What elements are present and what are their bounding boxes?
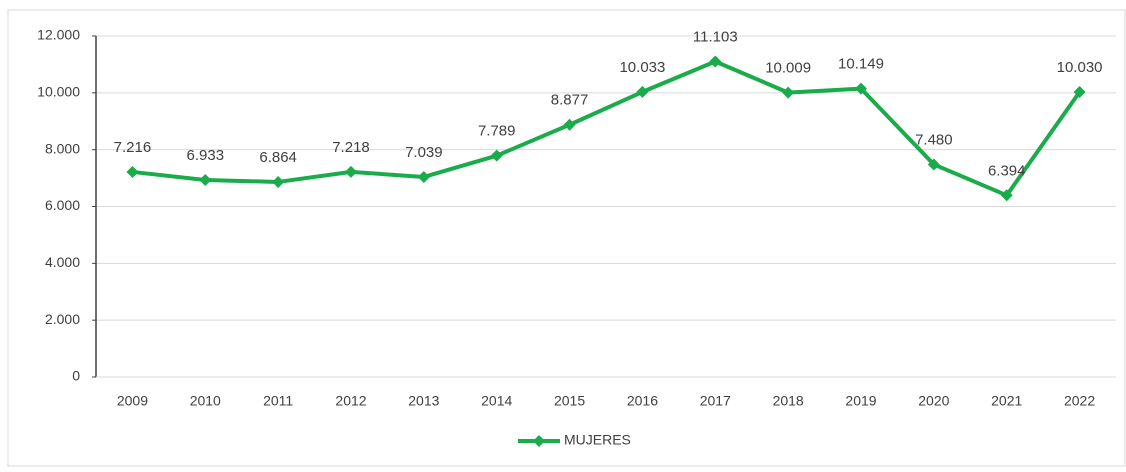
y-tick-label: 2.000 bbox=[45, 311, 80, 327]
marker bbox=[126, 165, 139, 178]
x-tick-label: 2019 bbox=[845, 393, 876, 409]
data-label: 6.394 bbox=[988, 162, 1026, 179]
x-tick-label: 2018 bbox=[773, 393, 804, 409]
data-label: 7.216 bbox=[114, 139, 152, 156]
y-tick-label: 0 bbox=[72, 368, 80, 384]
data-label: 11.103 bbox=[693, 28, 738, 45]
x-tick-label: 2012 bbox=[335, 393, 366, 409]
data-label: 6.864 bbox=[259, 149, 297, 166]
y-tick-label: 10.000 bbox=[37, 84, 80, 100]
data-label: 10.033 bbox=[619, 59, 665, 76]
legend-label: MUJERES bbox=[564, 432, 631, 448]
data-label: 10.030 bbox=[1057, 59, 1103, 76]
data-label: 7.039 bbox=[405, 144, 443, 161]
data-label: 10.149 bbox=[838, 56, 884, 73]
x-tick-label: 2009 bbox=[117, 393, 148, 409]
x-tick-label: 2010 bbox=[190, 393, 221, 409]
y-tick-label: 8.000 bbox=[45, 140, 80, 156]
marker bbox=[563, 118, 576, 131]
x-tick-label: 2017 bbox=[700, 393, 731, 409]
y-tick-label: 12.000 bbox=[37, 27, 80, 43]
marker bbox=[709, 55, 722, 68]
x-tick-label: 2020 bbox=[918, 393, 949, 409]
data-label: 7.789 bbox=[478, 123, 516, 140]
x-tick-label: 2016 bbox=[627, 393, 658, 409]
data-label: 10.009 bbox=[765, 60, 811, 77]
x-tick-label: 2022 bbox=[1064, 393, 1095, 409]
data-label: 6.933 bbox=[187, 147, 225, 164]
marker bbox=[782, 86, 795, 99]
y-tick-label: 6.000 bbox=[45, 197, 80, 213]
marker bbox=[1073, 85, 1086, 98]
marker bbox=[927, 158, 940, 171]
marker bbox=[636, 85, 649, 98]
x-tick-label: 2021 bbox=[991, 393, 1022, 409]
marker bbox=[855, 82, 867, 95]
marker bbox=[199, 173, 212, 186]
y-tick-label: 4.000 bbox=[45, 254, 80, 270]
data-label: 8.877 bbox=[551, 92, 589, 109]
x-tick-label: 2014 bbox=[481, 393, 512, 409]
chart-border bbox=[7, 9, 1126, 467]
marker bbox=[490, 149, 503, 162]
x-tick-label: 2015 bbox=[554, 393, 585, 409]
data-label: 7.218 bbox=[332, 139, 370, 156]
legend-marker bbox=[533, 435, 545, 447]
x-tick-label: 2013 bbox=[408, 393, 439, 409]
data-label: 7.480 bbox=[915, 131, 953, 148]
x-tick-label: 2011 bbox=[263, 393, 293, 409]
marker bbox=[417, 170, 430, 183]
marker bbox=[272, 175, 285, 188]
series-line bbox=[132, 59, 1082, 198]
marker bbox=[345, 165, 357, 178]
marker bbox=[1000, 189, 1013, 202]
